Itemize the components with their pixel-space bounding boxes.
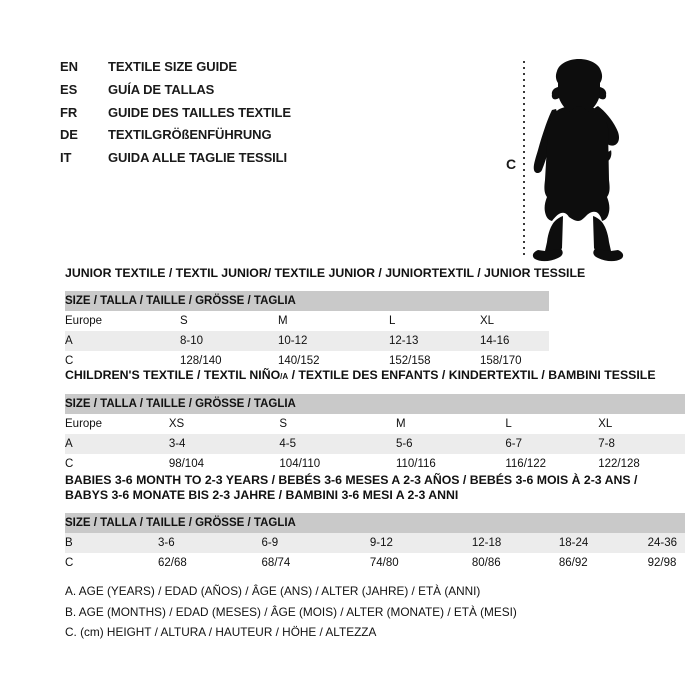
- svg-text:C: C: [506, 156, 516, 172]
